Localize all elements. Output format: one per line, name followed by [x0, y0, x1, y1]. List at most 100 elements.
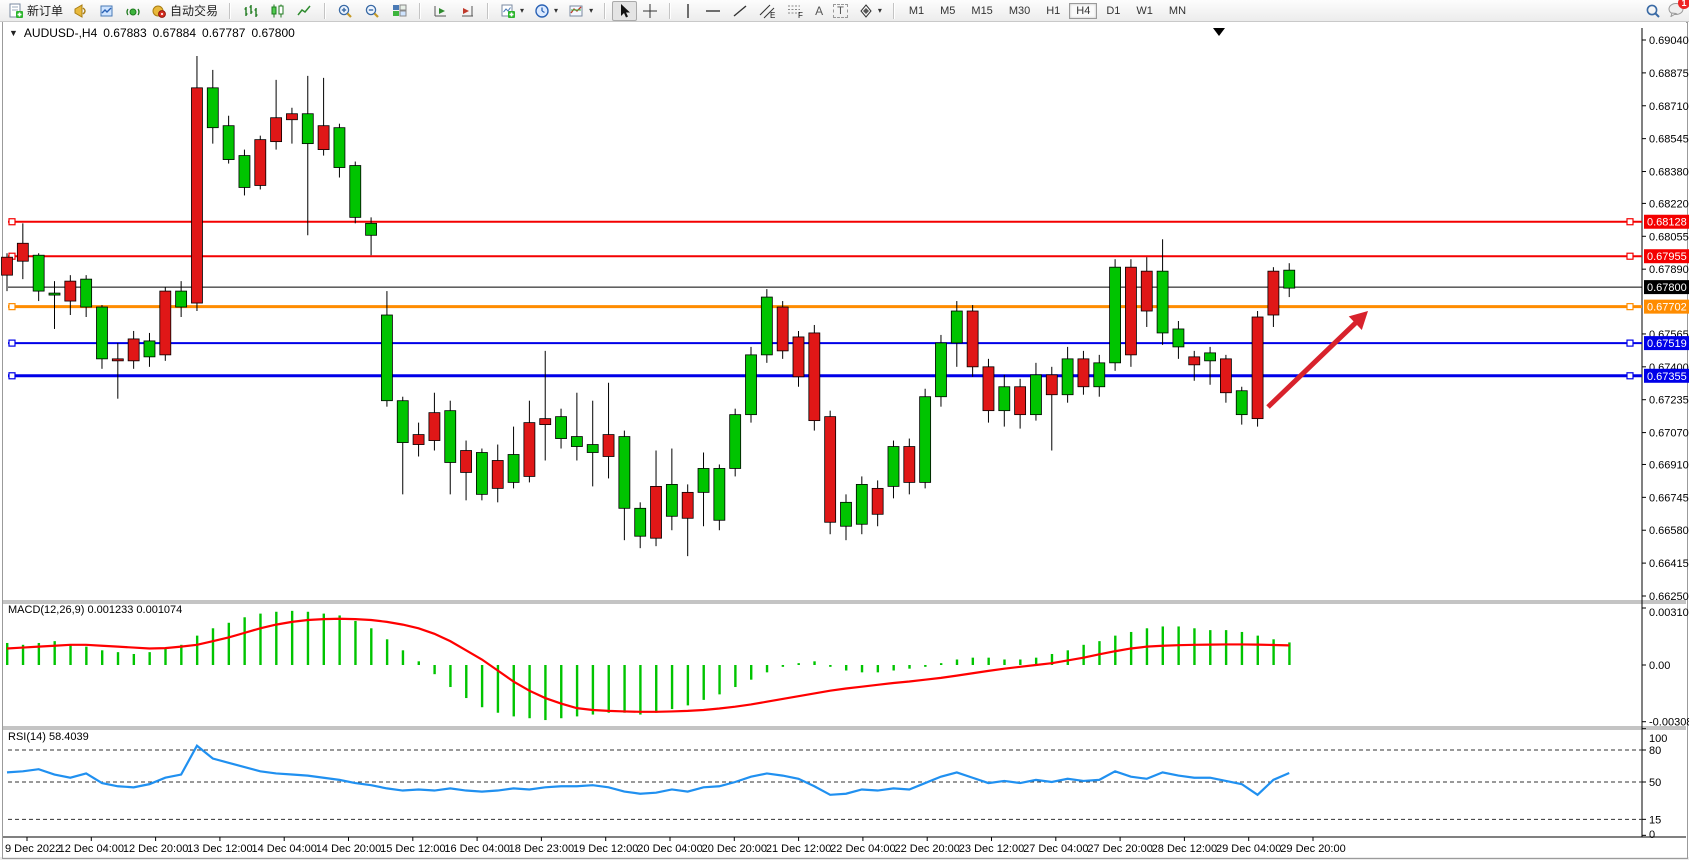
clock-icon	[535, 3, 549, 18]
fibonacci-icon: F	[788, 5, 803, 19]
crosshair-button[interactable]	[637, 1, 663, 21]
svg-text:0.68055: 0.68055	[1649, 231, 1689, 243]
svg-text:18 Dec 23:00: 18 Dec 23:00	[509, 843, 574, 855]
period-button[interactable]: ▾	[529, 1, 563, 21]
arrows-tool[interactable]: ▾	[853, 1, 887, 21]
svg-text:50: 50	[1649, 777, 1661, 789]
chevron-down-icon: ▾	[589, 6, 594, 15]
timeframe-m5[interactable]: M5	[940, 4, 956, 17]
timeframe-m30[interactable]: M30	[1008, 4, 1031, 17]
svg-text:0.66910: 0.66910	[1649, 459, 1689, 471]
line-chart-button[interactable]	[291, 1, 318, 21]
svg-text:0.68710: 0.68710	[1649, 101, 1689, 113]
text-a-icon: A	[815, 3, 824, 18]
new-order-button[interactable]: 新订单	[3, 0, 68, 21]
symbol-dropdown-icon[interactable]: ▼	[9, 28, 18, 38]
line-chart-icon	[297, 5, 311, 15]
trendline-icon	[733, 4, 747, 17]
bar-chart-icon	[244, 4, 258, 17]
text-label-tool[interactable]: T	[828, 2, 853, 20]
cursor-icon	[621, 3, 631, 17]
svg-text:0.68875: 0.68875	[1649, 68, 1689, 80]
svg-text:0.67235: 0.67235	[1649, 395, 1689, 407]
open-value: 0.67883	[103, 26, 147, 40]
svg-text:0.66580: 0.66580	[1649, 525, 1689, 537]
svg-text:15 Dec 12:00: 15 Dec 12:00	[380, 843, 445, 855]
svg-text:9 Dec 2022: 9 Dec 2022	[5, 843, 61, 855]
svg-text:0.67070: 0.67070	[1649, 428, 1689, 440]
svg-text:14 Dec 20:00: 14 Dec 20:00	[316, 843, 381, 855]
svg-text:E: E	[770, 11, 775, 19]
candlestick-chart-button[interactable]	[264, 1, 291, 21]
svg-text:0.68128: 0.68128	[1647, 217, 1687, 229]
fibonacci-tool[interactable]: F	[782, 1, 810, 21]
rsi-indicator-label: RSI(14) 58.4039	[8, 731, 89, 743]
template-icon	[569, 5, 583, 16]
cursor-button[interactable]	[612, 0, 638, 21]
auto-trading-icon	[152, 5, 166, 18]
close-value: 0.67800	[251, 26, 295, 40]
timeframe-d1[interactable]: D1	[1106, 4, 1121, 17]
horizontal-line-tool[interactable]	[700, 1, 727, 21]
timeframe-h4[interactable]: H4	[1069, 2, 1098, 19]
candlestick-icon	[271, 4, 284, 17]
signal-icon	[126, 8, 140, 15]
macd-layer: 0.003105 0.00 -0.003089	[6, 607, 1689, 729]
timeframe-w1[interactable]: W1	[1136, 4, 1153, 17]
svg-text:29 Dec 04:00: 29 Dec 04:00	[1216, 843, 1281, 855]
svg-text:14 Dec 04:00: 14 Dec 04:00	[251, 843, 316, 855]
vertical-line-tool[interactable]	[677, 1, 700, 21]
chart-shift-button[interactable]	[454, 1, 481, 21]
timeframe-m15[interactable]: M15	[971, 4, 993, 17]
zoom-in-button[interactable]	[332, 1, 359, 21]
equidistant-channel-tool[interactable]: E	[754, 1, 782, 21]
text-tool[interactable]: A	[810, 2, 828, 20]
chevron-down-icon: ▾	[877, 6, 882, 15]
template-button[interactable]: ▾	[563, 1, 598, 21]
search-icon[interactable]	[1645, 3, 1661, 19]
svg-text:0.00: 0.00	[1649, 660, 1670, 672]
timeframe-group: M1 M5 M15 M30 H1 H4 D1 W1 MN	[898, 1, 1197, 21]
tile-windows-button[interactable]	[386, 1, 413, 21]
auto-scroll-button[interactable]	[427, 1, 454, 21]
horizontal-line-icon	[706, 9, 721, 12]
signals-button[interactable]	[120, 1, 146, 21]
alerts-button[interactable]	[68, 1, 94, 21]
timeframe-m1[interactable]: M1	[908, 4, 925, 17]
bar-chart-button[interactable]	[237, 1, 264, 21]
svg-text:16 Dec 04:00: 16 Dec 04:00	[444, 843, 509, 855]
svg-text:0.67519: 0.67519	[1647, 338, 1687, 350]
shapes-icon	[860, 3, 872, 18]
notifications-button[interactable]: 1	[1667, 0, 1689, 20]
trendline-tool[interactable]	[727, 1, 754, 21]
auto-scroll-icon	[434, 5, 447, 16]
price-axis: 0.69040 0.68875 0.68710 0.68545 0.68380 0.682…	[1642, 35, 1689, 603]
high-value: 0.67884	[152, 26, 197, 40]
svg-text:12 Dec 04:00: 12 Dec 04:00	[59, 843, 124, 855]
candles-layer	[1, 55, 1296, 557]
svg-text:0.66745: 0.66745	[1649, 492, 1689, 504]
svg-text:0.003105: 0.003105	[1649, 607, 1689, 619]
new-order-label: 新订单	[27, 4, 64, 18]
zoom-out-button[interactable]	[359, 1, 386, 21]
svg-text:20 Dec 20:00: 20 Dec 20:00	[702, 843, 767, 855]
svg-text:0.67800: 0.67800	[1647, 282, 1687, 294]
svg-text:0.69040: 0.69040	[1649, 35, 1689, 47]
svg-text:22 Dec 20:00: 22 Dec 20:00	[894, 843, 959, 855]
svg-text:-0.003089: -0.003089	[1649, 717, 1689, 729]
svg-text:12 Dec 20:00: 12 Dec 20:00	[123, 843, 188, 855]
market-watch-button[interactable]	[94, 1, 120, 21]
auto-trading-button[interactable]: 自动交易	[146, 0, 223, 21]
timeframe-mn[interactable]: MN	[1168, 4, 1187, 17]
zoom-out-icon	[365, 4, 379, 18]
chevron-down-icon: ▾	[554, 6, 559, 15]
tile-windows-icon	[393, 4, 407, 16]
new-chart-button[interactable]: ▾	[495, 1, 529, 21]
svg-text:21 Dec 12:00: 21 Dec 12:00	[766, 843, 831, 855]
timeframe-h1[interactable]: H1	[1046, 4, 1061, 17]
vertical-line-icon	[687, 3, 689, 18]
